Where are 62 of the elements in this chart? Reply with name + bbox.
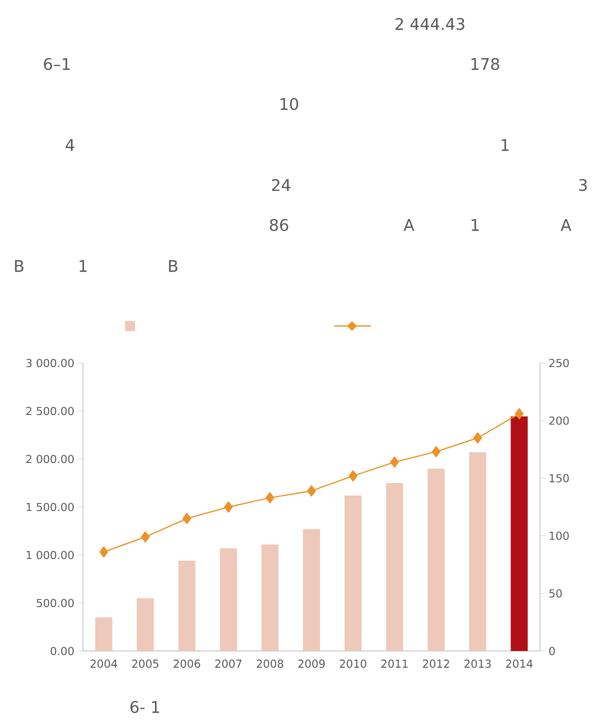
text: B xyxy=(15,260,24,272)
text: 4 xyxy=(66,139,74,151)
x-tick-label: 2010 xyxy=(340,660,366,668)
y2-tick-label: 50 xyxy=(549,589,562,598)
bar xyxy=(178,560,196,651)
y2-tick-label: 150 xyxy=(550,474,569,482)
text: 10 xyxy=(280,98,298,110)
text: 1 xyxy=(472,219,479,231)
y-tick-label: 2 500.00 xyxy=(26,406,74,416)
y-tick-label: 1 500.00 xyxy=(26,502,74,512)
y2-tick-label: 250 xyxy=(549,358,569,368)
text: 2 444.43 xyxy=(396,18,464,30)
y-tick-label: 500.00 xyxy=(36,598,74,608)
text: 6- 1 xyxy=(130,700,160,714)
bar xyxy=(386,483,404,651)
point xyxy=(514,408,524,420)
x-tick-label: 2005 xyxy=(132,660,158,668)
bar xyxy=(136,598,154,651)
x-tick-label: 2011 xyxy=(381,660,408,668)
x-tick-label: 2008 xyxy=(256,660,284,668)
bar xyxy=(303,529,320,651)
point xyxy=(473,432,482,444)
text: A xyxy=(404,219,414,231)
bar xyxy=(220,548,237,651)
text: 178 xyxy=(471,58,500,70)
text: 1 xyxy=(502,139,509,151)
text: 24 xyxy=(272,179,290,191)
text: B xyxy=(169,260,178,272)
point xyxy=(266,492,274,504)
x-tick-label: 2009 xyxy=(298,660,325,668)
x-tick-label: 2004 xyxy=(90,660,118,668)
bar xyxy=(428,468,445,651)
x-tick-label: 2013 xyxy=(464,660,491,668)
bar xyxy=(469,452,486,651)
x-tick-label: 2012 xyxy=(422,660,450,668)
point xyxy=(432,446,440,458)
bar xyxy=(95,617,112,651)
point xyxy=(99,546,108,558)
y-tick-label: 2 000.00 xyxy=(26,454,74,464)
text: 1 xyxy=(80,260,87,272)
point xyxy=(348,470,358,482)
y-tick-label: 3 000.00 xyxy=(26,358,74,368)
bar xyxy=(344,495,362,651)
point xyxy=(182,512,192,524)
point xyxy=(307,485,316,496)
point xyxy=(390,456,399,468)
y2-tick-label: 100 xyxy=(550,532,569,540)
y-tick-label: 1 000.00 xyxy=(26,550,74,560)
point xyxy=(224,501,233,513)
x-tick-label: 2014 xyxy=(506,660,533,668)
text: A xyxy=(560,219,572,231)
text: 3 xyxy=(579,178,587,192)
bar xyxy=(510,416,528,651)
x-tick-label: 2006 xyxy=(174,660,200,668)
y2-tick-label: 200 xyxy=(549,416,569,425)
text: 86 xyxy=(270,218,288,232)
point xyxy=(140,531,150,543)
y-tick-label: 0.00 xyxy=(50,646,74,656)
x-tick-label: 2007 xyxy=(215,660,242,668)
text: 6–1 xyxy=(44,58,70,70)
y2-tick-label: 0 xyxy=(549,646,555,656)
bar xyxy=(261,544,278,651)
